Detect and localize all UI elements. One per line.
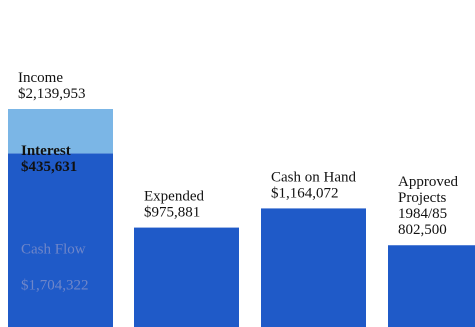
bar-label-approved-projects-1984-85-line-1: Approved xyxy=(398,174,458,190)
bar-label-expended-line-2: $975,881 xyxy=(144,205,200,221)
bar-income-segment-cash-flow xyxy=(8,153,113,327)
bar-label-cash-on-hand-line-2: $1,164,072 xyxy=(271,185,339,201)
bar-label-approved-projects-1984-85-line-3: 1984/85 xyxy=(398,206,447,222)
bar-expended xyxy=(134,227,239,327)
segment-label-cash-flow-line-1: Cash Flow xyxy=(21,241,86,257)
bar-income-segment-interest xyxy=(8,109,113,154)
segment-label-interest-line-1: Interest xyxy=(21,143,71,159)
bar-label-income-line-2: $2,139,953 xyxy=(18,86,86,102)
segment-label-interest-line-2: $435,631 xyxy=(21,159,77,175)
bar-label-approved-projects-1984-85-line-2: Projects xyxy=(398,190,446,206)
bar-label-income-line-1: Income xyxy=(18,70,63,86)
bar-label-expended-line-1: Expended xyxy=(144,189,204,205)
bar-label-approved-projects-1984-85-line-4: 802,500 xyxy=(398,222,447,238)
segment-label-cash-flow-line-2: $1,704,322 xyxy=(21,277,89,293)
bar-label-cash-on-hand-line-1: Cash on Hand xyxy=(271,169,356,185)
bar-approved-projects-1984-85 xyxy=(388,245,475,327)
bar-cash-on-hand xyxy=(261,208,366,327)
